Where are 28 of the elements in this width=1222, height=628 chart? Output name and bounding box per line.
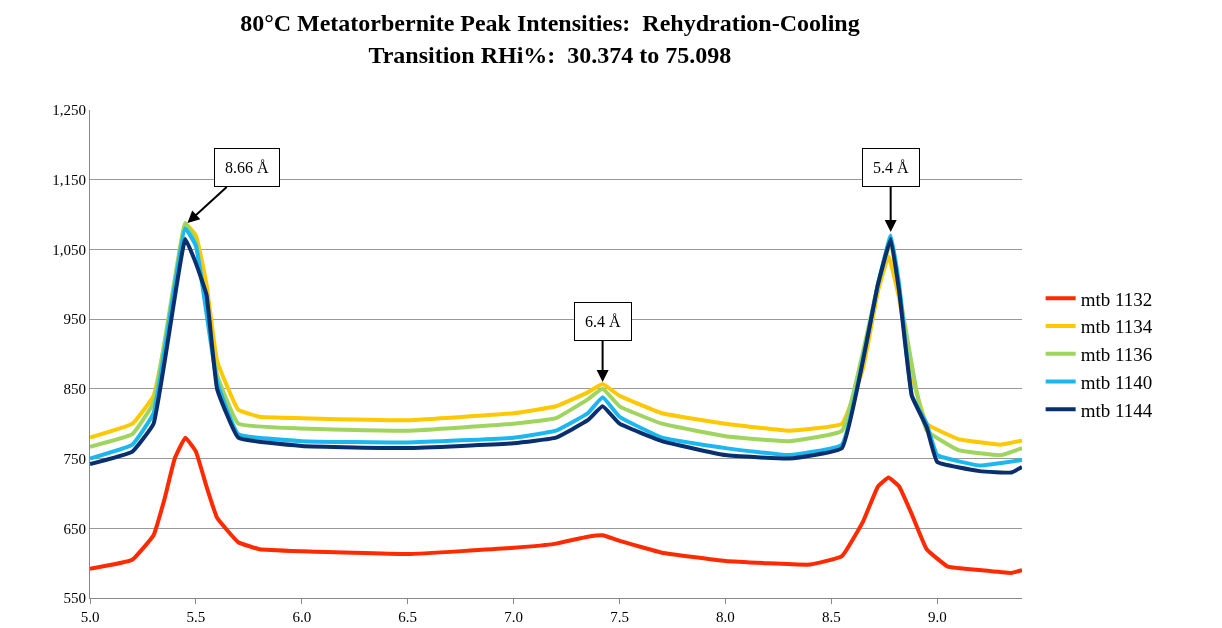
line-series [90, 435, 1022, 575]
x-tick-label: 7.5 [610, 609, 629, 625]
y-tick-label: 1,250 [52, 102, 86, 119]
y-tick-label: 550 [63, 590, 86, 607]
x-tick-label: 9.0 [927, 609, 947, 625]
y-tick-label: 850 [63, 381, 86, 398]
x-tick-label: 5.5 [186, 609, 206, 625]
y-tick-label: 1,150 [52, 171, 86, 188]
x-tick-label: 8.0 [716, 609, 735, 625]
annotation: 5.4 Å [873, 159, 909, 176]
legend-label: mtb 1132 [1080, 288, 1153, 310]
legend-label: mtb 1136 [1080, 344, 1153, 366]
chart-title: 80°C Metatorbernite Peak Intensities: Rehydration-Cooling [240, 10, 860, 37]
x-tick-label: 8.5 [821, 609, 841, 625]
y-tick-label: 1,050 [52, 241, 86, 258]
legend-label: mtb 1134 [1080, 316, 1153, 338]
x-tick-label: 5.0 [80, 609, 100, 625]
legend-label: mtb 1140 [1080, 371, 1153, 393]
x-tick-label: 7.0 [504, 609, 524, 625]
legend-label: mtb 1144 [1080, 399, 1153, 421]
annotation: 8.66 Å [225, 159, 269, 176]
annotation: 6.4 Å [585, 313, 621, 330]
chart-subtitle: Transition RHi%: 30.374 to 75.098 [368, 41, 732, 68]
y-tick-label: 750 [63, 450, 86, 467]
x-tick-label: 6.5 [398, 609, 418, 625]
x-tick-label: 6.0 [292, 609, 312, 625]
y-tick-label: 650 [63, 520, 86, 537]
y-tick-label: 950 [63, 311, 86, 328]
